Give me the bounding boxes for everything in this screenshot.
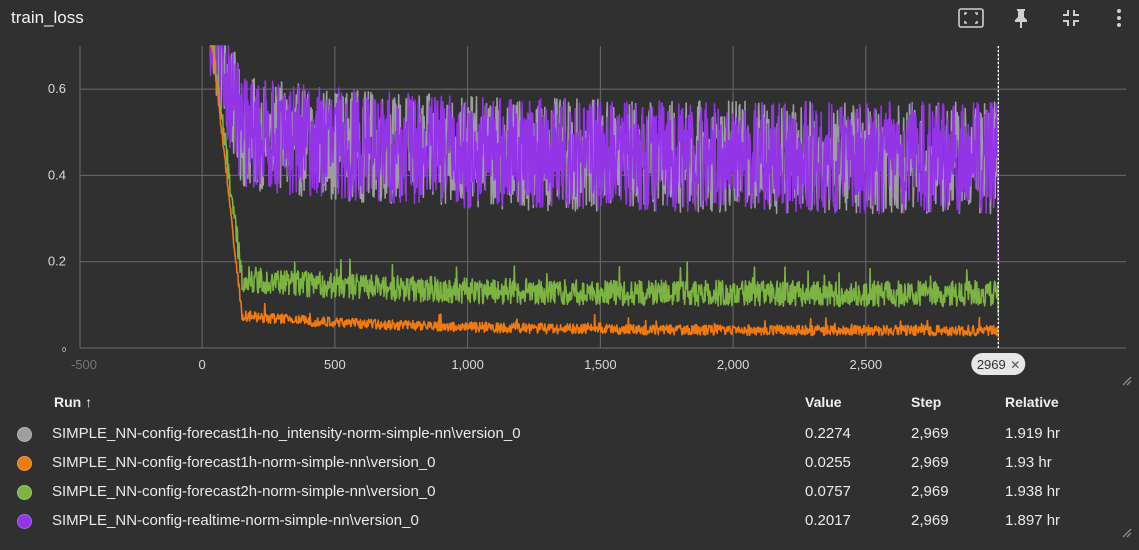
- value-column-header[interactable]: Value: [805, 394, 842, 410]
- series-line[interactable]: [209, 45, 1000, 316]
- series-color-dot: [17, 485, 32, 500]
- table-row[interactable]: SIMPLE_NN-config-forecast1h-no_intensity…: [0, 419, 1139, 448]
- run-column-header[interactable]: Run ↑: [54, 394, 93, 410]
- run-relative: 1.897 hr: [1005, 512, 1061, 529]
- run-step: 2,969: [911, 483, 949, 500]
- resize-handle-icon[interactable]: [1122, 376, 1132, 386]
- fit-domain-button[interactable]: [957, 4, 985, 32]
- series-color-dot: [17, 427, 32, 442]
- run-name: SIMPLE_NN-config-forecast1h-norm-simple-…: [52, 454, 436, 471]
- table-row[interactable]: SIMPLE_NN-config-forecast2h-norm-simple-…: [0, 477, 1139, 506]
- more-options-button[interactable]: [1105, 4, 1133, 32]
- x-tick-label: 500: [324, 357, 346, 372]
- x-tick-label: 0: [199, 357, 206, 372]
- step-cursor-label: 2969: [977, 357, 1006, 372]
- pin-button[interactable]: [1007, 4, 1035, 32]
- x-tick-label: 2,500: [850, 357, 883, 372]
- run-step: 2,969: [911, 425, 949, 442]
- y-tick-label: 0.4: [48, 167, 66, 182]
- step-column-header[interactable]: Step: [911, 394, 942, 410]
- fit-domain-icon: [958, 8, 984, 28]
- series-color-dot: [17, 514, 32, 529]
- run-step: 2,969: [911, 512, 949, 529]
- x-tick-label: 2,000: [717, 357, 750, 372]
- run-value: 0.0255: [805, 454, 851, 471]
- y-tick-label: 0.2: [48, 254, 66, 269]
- table-row[interactable]: SIMPLE_NN-config-forecast1h-norm-simple-…: [0, 448, 1139, 477]
- relative-column-header[interactable]: Relative: [1005, 394, 1059, 410]
- series-line[interactable]: [209, 45, 1000, 262]
- card-header: train_loss: [0, 0, 1139, 36]
- resize-handle-icon[interactable]: [1122, 528, 1132, 538]
- run-value: 0.2274: [805, 425, 851, 442]
- step-cursor-badge[interactable]: [971, 353, 1026, 375]
- close-icon[interactable]: ✕: [1010, 358, 1020, 372]
- x-tick-label: 1,000: [451, 357, 484, 372]
- x-tick-label: 1,500: [584, 357, 617, 372]
- line-chart[interactable]: 00.20.40.6 -50005001,0001,5002,0002,5003…: [0, 36, 1139, 390]
- run-name: SIMPLE_NN-config-forecast2h-norm-simple-…: [52, 483, 436, 500]
- run-relative: 1.93 hr: [1005, 454, 1052, 471]
- run-name: SIMPLE_NN-config-forecast1h-no_intensity…: [52, 425, 521, 442]
- series-color-dot: [17, 456, 32, 471]
- run-relative: 1.919 hr: [1005, 425, 1061, 442]
- pin-icon: [1015, 9, 1027, 28]
- collapse-icon: [1063, 10, 1079, 26]
- chart-title: train_loss: [11, 8, 84, 27]
- run-name: SIMPLE_NN-config-realtime-norm-simple-nn…: [52, 512, 419, 529]
- run-relative: 1.938 hr: [1005, 483, 1061, 500]
- x-tick-label: -500: [71, 357, 97, 372]
- run-value: 0.0757: [805, 483, 851, 500]
- y-tick-label: 0: [62, 347, 66, 354]
- y-tick-label: 0.6: [48, 81, 66, 96]
- chart-area[interactable]: 00.20.40.6 -50005001,0001,5002,0002,5003…: [0, 36, 1139, 390]
- more-vert-icon: [1117, 9, 1121, 27]
- collapse-button[interactable]: [1057, 4, 1085, 32]
- series-line[interactable]: [209, 45, 1000, 338]
- run-value: 0.2017: [805, 512, 851, 529]
- run-step: 2,969: [911, 454, 949, 471]
- table-row[interactable]: SIMPLE_NN-config-realtime-norm-simple-nn…: [0, 506, 1139, 535]
- run-table: Run ↑ Value Step Relative SIMPLE_NN-conf…: [0, 390, 1139, 550]
